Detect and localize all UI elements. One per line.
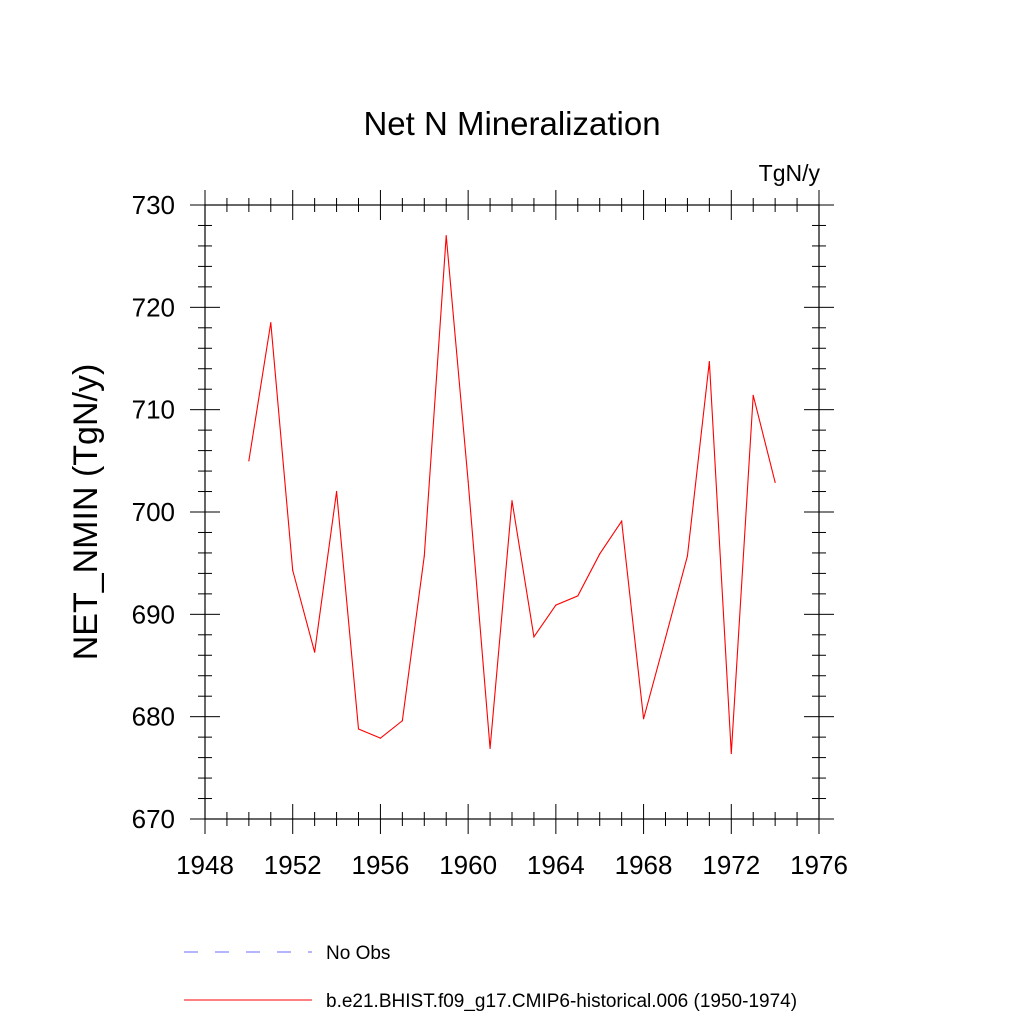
data-point xyxy=(686,555,689,557)
series-line xyxy=(248,235,776,754)
data-point xyxy=(774,481,776,483)
y-tick-label: 730 xyxy=(132,190,175,220)
data-point xyxy=(577,595,579,597)
chart-title: Net N Mineralization xyxy=(363,105,660,142)
data-point xyxy=(423,555,425,557)
x-tick-label: 1960 xyxy=(439,850,497,880)
data-point xyxy=(270,322,272,324)
y-tick-label: 710 xyxy=(132,395,175,425)
plot-frame xyxy=(204,204,820,820)
x-tick-label: 1952 xyxy=(264,850,322,880)
axis-ticks xyxy=(190,190,834,834)
data-point xyxy=(511,500,513,502)
units-label: TgN/y xyxy=(759,160,821,186)
data-point xyxy=(730,752,732,755)
data-point xyxy=(248,460,250,462)
x-tick-label: 1972 xyxy=(702,850,760,880)
x-tick-label: 1976 xyxy=(790,850,848,880)
legend-label: No Obs xyxy=(326,943,390,964)
data-point xyxy=(489,747,491,749)
data-point xyxy=(621,520,623,522)
series-group xyxy=(248,235,776,755)
data-point xyxy=(642,718,645,720)
x-tick-label: 1948 xyxy=(176,850,234,880)
data-point xyxy=(533,636,535,638)
data-point xyxy=(752,394,754,396)
data-point xyxy=(445,235,447,237)
data-point xyxy=(401,720,403,722)
y-axis-label: NET_NMIN (TgN/y) xyxy=(67,364,105,661)
data-point xyxy=(599,553,601,555)
data-point xyxy=(664,637,667,639)
data-point xyxy=(555,604,557,606)
y-tick-label: 690 xyxy=(132,599,175,629)
legend: No Obs b.e21.BHIST.f09_g17.CMIP6-historic… xyxy=(184,943,797,1012)
data-point xyxy=(467,480,469,482)
data-point xyxy=(708,360,710,363)
y-tick-label: 700 xyxy=(132,497,175,527)
x-tick-label: 1964 xyxy=(527,850,585,880)
data-point xyxy=(357,728,360,730)
y-tick-label: 680 xyxy=(132,702,175,732)
legend-label: b.e21.BHIST.f09_g17.CMIP6-historical.006… xyxy=(326,991,797,1012)
y-tick-label: 720 xyxy=(132,292,175,322)
data-point xyxy=(292,569,294,571)
data-point xyxy=(379,737,382,739)
x-tick-label: 1956 xyxy=(352,850,410,880)
data-point xyxy=(335,490,338,493)
x-tick-label: 1968 xyxy=(615,850,673,880)
data-point xyxy=(314,651,316,653)
axis-tick-labels: 670 680 690 700 710 720 730 1948 1952 1956 1960 196… xyxy=(132,190,848,880)
y-tick-label: 670 xyxy=(132,804,175,834)
